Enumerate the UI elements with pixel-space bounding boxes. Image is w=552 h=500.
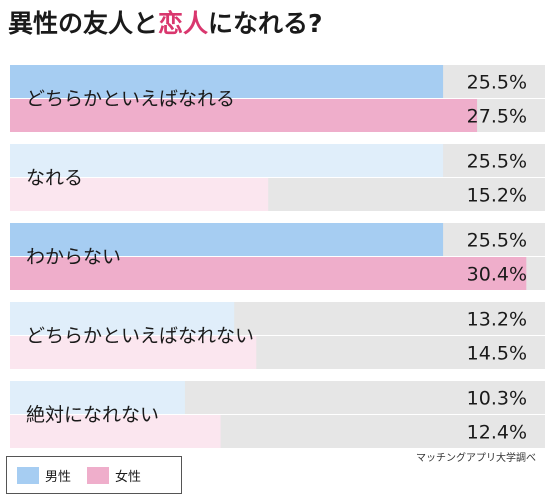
chart-title-highlight: 恋人 xyxy=(158,9,209,38)
bar-male xyxy=(10,381,185,414)
category-label: どちらかといえばなれる xyxy=(26,88,235,110)
legend-item-female: 女性 xyxy=(87,466,141,485)
value-label: 15.2% xyxy=(467,185,527,207)
value-label: 25.5% xyxy=(467,72,527,94)
value-label: 30.4% xyxy=(467,264,527,286)
chart-title: 異性の友人と恋人になれる? xyxy=(8,4,323,44)
legend-item-male: 男性 xyxy=(17,466,71,485)
value-label: 25.5% xyxy=(467,151,527,173)
bar-male xyxy=(10,65,444,98)
legend-swatch-male xyxy=(17,466,39,484)
bar-female xyxy=(10,99,478,132)
legend-label-male: 男性 xyxy=(45,469,72,485)
chart-title-part3: になれる? xyxy=(208,9,323,38)
bar-female xyxy=(10,257,527,290)
category-label: 絶対になれない xyxy=(26,404,159,426)
source-note: マッチングアプリ大学調べ xyxy=(416,453,536,464)
bar-female xyxy=(10,415,221,448)
category-label: わからない xyxy=(26,246,121,268)
value-label: 14.5% xyxy=(467,343,527,365)
value-label: 25.5% xyxy=(467,230,527,252)
legend-label-female: 女性 xyxy=(115,469,142,485)
value-label: 27.5% xyxy=(467,106,527,128)
bar-female xyxy=(10,178,269,211)
value-label: 10.3% xyxy=(467,388,527,410)
bar-male xyxy=(10,144,444,177)
bar-male xyxy=(10,223,444,256)
value-label: 12.4% xyxy=(467,422,527,444)
legend-swatch-female xyxy=(87,466,110,484)
value-label: 13.2% xyxy=(467,309,527,331)
legend: 男性 女性 xyxy=(6,456,182,494)
chart-title-part1: 異性の友人と xyxy=(8,9,159,38)
bar-female xyxy=(10,336,257,369)
category-label: なれる xyxy=(26,167,83,189)
category-label: どちらかといえばなれない xyxy=(26,325,254,347)
bar-male xyxy=(10,302,235,335)
